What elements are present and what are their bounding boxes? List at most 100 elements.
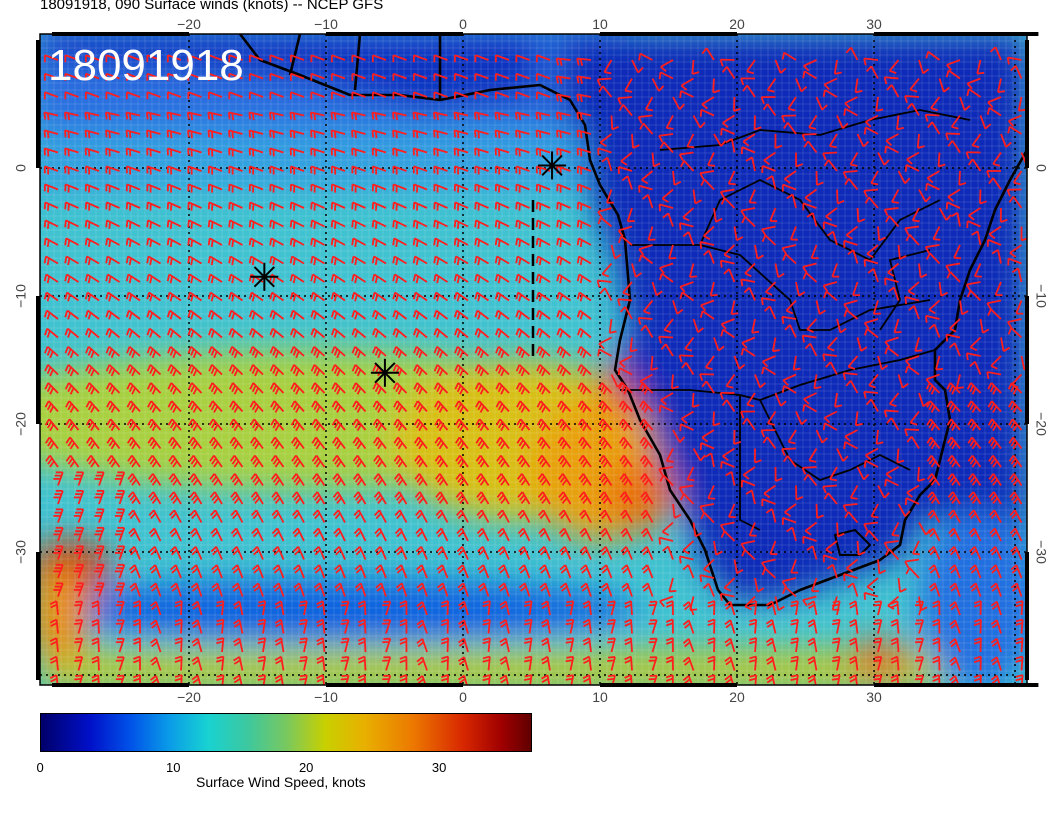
wind-barb: [945, 201, 961, 210]
wind-barb: [945, 333, 961, 342]
wind-barb: [371, 72, 387, 81]
wind-barb: [863, 459, 879, 468]
wind-barb: [703, 558, 715, 574]
wind-barb: [167, 364, 182, 377]
wind-barb: [289, 165, 305, 175]
wind-barb: [310, 309, 326, 320]
wind-barb: [833, 59, 842, 75]
wind-barb: [249, 327, 264, 339]
wind-barb: [641, 546, 654, 560]
wind-barb: [353, 509, 367, 523]
wind-barb: [106, 436, 121, 450]
wind-barb: [610, 115, 620, 131]
wind-barb: [932, 655, 941, 671]
wind-barb: [672, 503, 682, 519]
wind-barb: [1009, 244, 1023, 258]
wind-barb: [351, 165, 366, 175]
wind-barb: [541, 655, 551, 671]
wind-barb: [665, 448, 674, 463]
wind-barb: [925, 50, 941, 61]
wind-barb: [249, 418, 264, 432]
wind-barb: [187, 72, 202, 81]
wind-barb: [316, 655, 326, 671]
wind-barb: [499, 674, 510, 685]
wind-barb: [333, 546, 346, 560]
wind-barb: [538, 527, 551, 542]
wind-barb: [374, 546, 387, 560]
wind-barb: [433, 346, 449, 359]
wind-barb: [774, 59, 787, 74]
wind-barb: [453, 147, 469, 157]
wind-barb: [682, 207, 695, 222]
wind-barb: [663, 318, 674, 334]
wind-barb: [186, 111, 202, 121]
wind-barb: [190, 564, 203, 579]
wind-barb: [904, 497, 920, 506]
wind-barb: [248, 111, 264, 121]
wind-barb: [887, 286, 900, 301]
wind-barb: [453, 72, 469, 81]
wind-barb: [576, 255, 592, 266]
wind-barb: [622, 281, 633, 296]
wind-barb: [516, 436, 531, 450]
wind-barb: [43, 91, 59, 100]
wind-barb: [94, 471, 105, 486]
wind-barb: [494, 54, 510, 63]
wind-barb: [576, 309, 592, 320]
wind-barb: [316, 674, 325, 685]
wind-barb: [392, 255, 407, 266]
wind-barb: [64, 165, 79, 175]
wind-barb: [187, 147, 202, 157]
wind-barb: [187, 183, 202, 193]
wind-barb: [399, 674, 408, 685]
wind-barb: [740, 207, 756, 218]
wind-barb: [494, 273, 510, 284]
wind-barb: [474, 183, 489, 193]
wind-barb: [166, 309, 182, 320]
wind-barb: [877, 559, 887, 575]
wind-barb: [516, 455, 531, 468]
wind-barb: [84, 54, 100, 63]
wind-barb: [1008, 455, 1023, 468]
date-stamp: 18091918: [48, 41, 244, 90]
wind-barb: [524, 637, 533, 653]
wind-barb: [291, 491, 305, 505]
wind-barb: [926, 400, 941, 413]
wind-barb: [691, 392, 700, 408]
wind-barb: [969, 546, 982, 560]
wind-barb: [822, 89, 838, 98]
wind-barb: [412, 255, 428, 266]
wind-barb: [94, 526, 105, 542]
wind-barb: [578, 473, 592, 486]
wind-barb: [216, 637, 225, 653]
wind-barb: [371, 219, 387, 229]
wind-barb: [166, 72, 182, 81]
wind-barb: [43, 291, 59, 302]
wind-barb: [474, 237, 489, 248]
wind-barb: [598, 400, 613, 413]
lon-tick-label-bottom: 30: [866, 689, 882, 705]
wind-barb: [863, 390, 879, 399]
wind-barb: [986, 238, 1002, 247]
wind-barb: [63, 111, 79, 121]
wind-barb: [967, 158, 982, 172]
wind-barb: [64, 255, 79, 266]
wind-barb: [216, 618, 225, 634]
wind-barb: [598, 336, 612, 350]
wind-barb: [999, 207, 1008, 223]
wind-barb: [166, 165, 182, 175]
wind-barb: [105, 91, 120, 100]
wind-barb: [577, 382, 592, 395]
wind-barb: [723, 244, 736, 259]
wind-barb: [641, 582, 654, 597]
colorbar-tick-label: 30: [431, 760, 447, 775]
wind-barb: [351, 291, 367, 302]
wind-barb: [682, 675, 694, 685]
wind-barb: [85, 364, 100, 377]
colorbar-label: Surface Wind Speed, knots: [196, 774, 366, 790]
wind-barb: [990, 600, 1002, 616]
wind-barb: [539, 564, 551, 579]
wind-barb: [927, 527, 941, 542]
wind-barb: [682, 231, 695, 246]
wind-barb: [453, 237, 469, 248]
